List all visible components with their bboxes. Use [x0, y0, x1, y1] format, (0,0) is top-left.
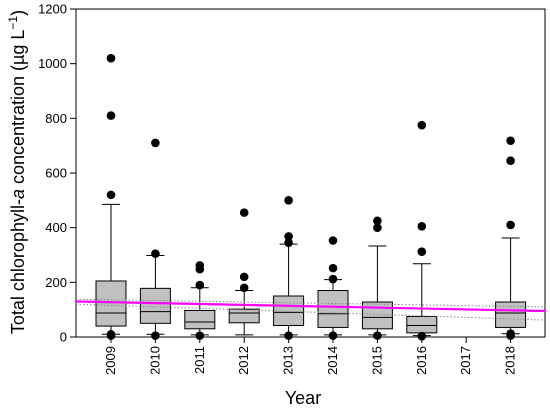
- box-2014: [317, 290, 349, 328]
- plot-frame: [75, 8, 546, 338]
- box-2011: [184, 309, 216, 330]
- x-tick-label: 2010: [147, 346, 162, 375]
- box-2010: [139, 287, 171, 324]
- outlier-point: [284, 331, 293, 340]
- box-2009: [95, 280, 127, 327]
- outlier-point: [106, 190, 116, 200]
- outlier-point: [506, 329, 515, 339]
- x-tick-label: 2009: [103, 346, 118, 375]
- y-axis-title-superscript: −1: [6, 16, 20, 30]
- y-tick-label: 600: [45, 166, 67, 181]
- outlier-point: [373, 331, 382, 340]
- outlier-point: [239, 272, 249, 282]
- outlier-point: [195, 280, 205, 290]
- y-tick-label: 400: [45, 220, 67, 235]
- outlier-point: [239, 208, 249, 217]
- outlier-point: [328, 274, 338, 284]
- outlier-point: [328, 331, 338, 340]
- outlier-point: [373, 223, 382, 232]
- x-tick-label: 2017: [458, 346, 473, 375]
- outlier-point: [151, 331, 160, 340]
- x-tick-label: 2015: [369, 346, 384, 375]
- outlier-point: [284, 196, 293, 205]
- y-tick-label: 1000: [38, 56, 67, 71]
- outlier-point: [195, 261, 205, 270]
- box-2015: [361, 301, 393, 330]
- outlier-point: [106, 111, 116, 120]
- y-axis-title-italic: a: [8, 189, 28, 199]
- confidence-band-upper: [75, 298, 546, 308]
- y-tick-label: 800: [45, 111, 67, 126]
- outlier-point: [284, 238, 293, 247]
- trend-line: [75, 300, 546, 313]
- y-tick-label: 1200: [38, 2, 67, 17]
- box-2016: [406, 316, 438, 334]
- y-axis-title-close: ): [8, 10, 28, 16]
- outlier-point: [506, 156, 515, 165]
- box-2012: [228, 308, 260, 324]
- outlier-point: [506, 136, 515, 146]
- confidence-band-lower: [75, 303, 546, 321]
- x-tick-label: 2016: [414, 346, 429, 375]
- outlier-point: [506, 220, 515, 230]
- outlier-point: [239, 283, 249, 293]
- outlier-point: [151, 249, 160, 258]
- y-axis-title-post: concentration (µg L: [8, 30, 28, 189]
- box-2013: [273, 295, 305, 327]
- x-tick-label: 2013: [281, 346, 296, 375]
- outlier-point: [417, 120, 427, 130]
- outlier-point: [195, 331, 205, 340]
- outlier-point: [417, 247, 427, 257]
- y-tick-label: 0: [60, 330, 67, 345]
- outlier-point: [417, 331, 427, 341]
- x-tick-label: 2011: [192, 346, 207, 374]
- y-axis-title-pre: Total chlorophyll-: [8, 199, 28, 334]
- outlier-point: [106, 53, 116, 63]
- outlier-point: [417, 222, 427, 231]
- x-axis-title: Year: [285, 388, 321, 408]
- outlier-point: [106, 329, 116, 339]
- outlier-point: [373, 216, 382, 226]
- outlier-point: [151, 138, 160, 148]
- outlier-point: [328, 236, 338, 245]
- outlier-point: [328, 263, 338, 273]
- outlier-point: [284, 232, 293, 241]
- y-tick-label: 200: [45, 275, 67, 290]
- x-tick-label: 2018: [503, 346, 518, 375]
- y-axis-title: Total chlorophyll-a concentration (µg L−…: [6, 10, 28, 334]
- x-tick-label: 2012: [236, 346, 251, 375]
- x-tick-label: 2014: [325, 346, 340, 375]
